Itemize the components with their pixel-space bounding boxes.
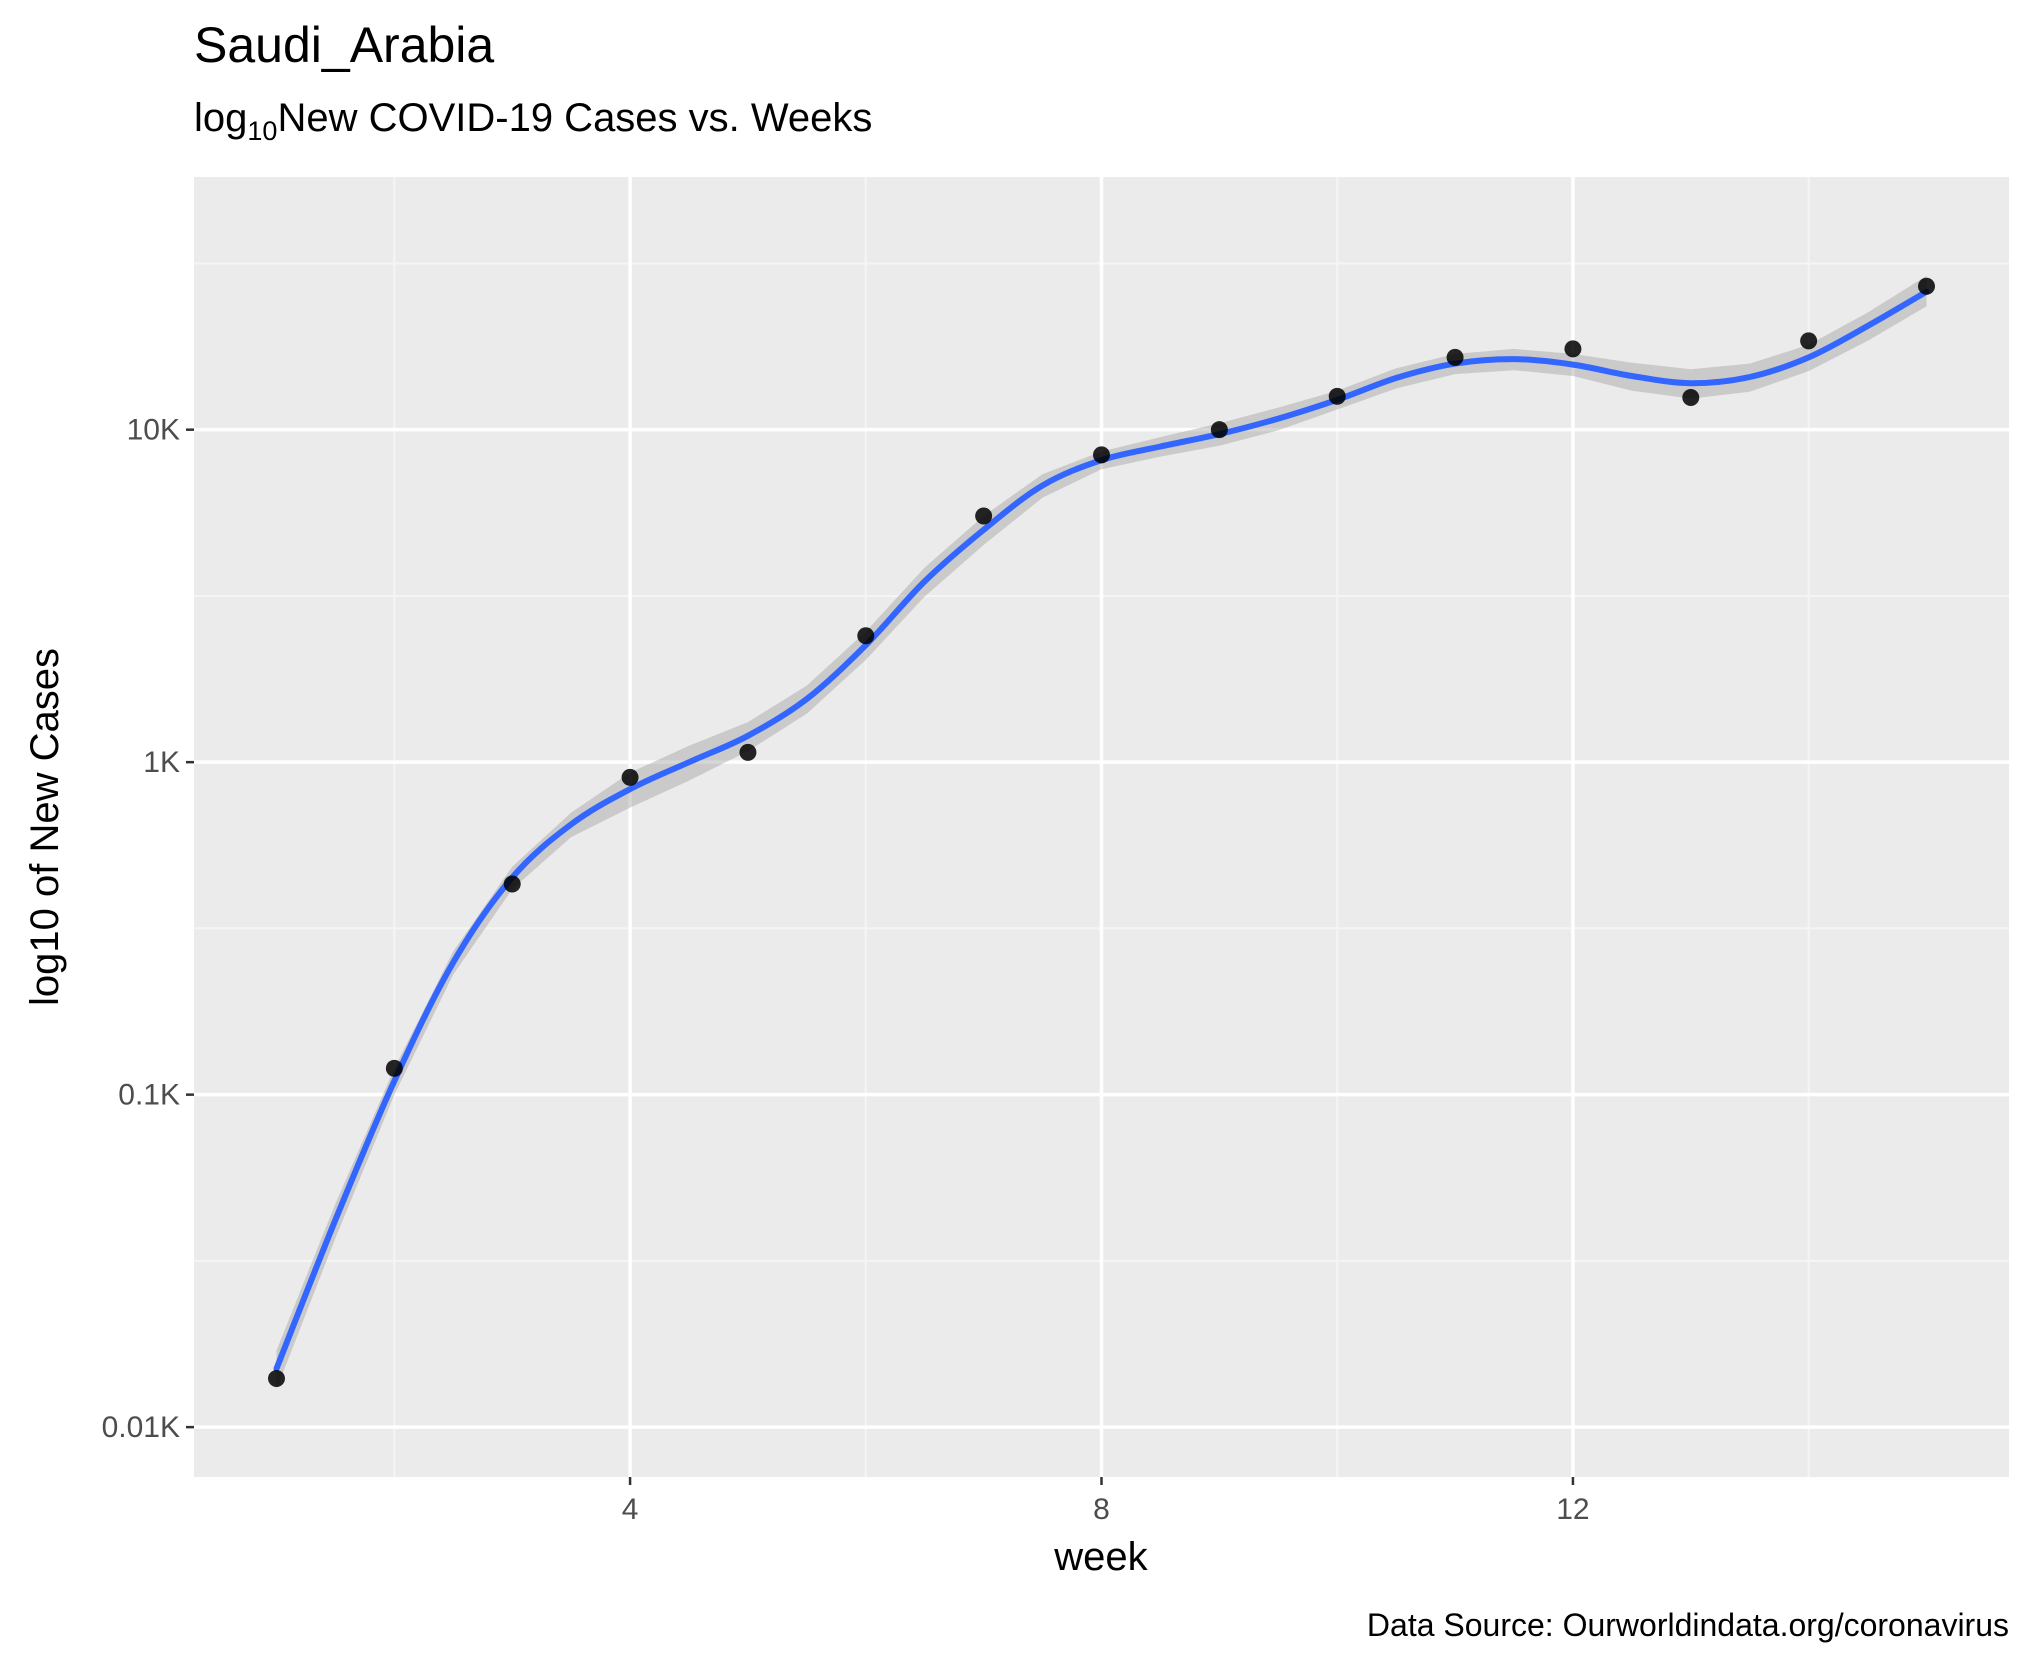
confidence-band-layer [276,275,1927,1390]
y-tick-label: 0.01K [102,1411,180,1444]
axes: 0.01K 0.1K 1K 10K 4 8 12 [102,414,1590,1526]
data-point [268,1370,285,1388]
data-point [975,507,993,525]
data-point [385,1059,403,1077]
data-point [1328,387,1346,405]
data-point [503,875,521,893]
chart-title: Saudi_Arabia [194,17,494,73]
smooth-line-layer [273,288,1930,1372]
data-point [1918,277,1935,295]
chart-subtitle: log10New COVID-19 Cases vs. Weeks [194,96,872,146]
data-point [1093,446,1110,464]
data-point [1682,388,1700,406]
y-tick-label: 10K [127,414,180,447]
y-axis-title: log10 of New Cases [23,648,67,1006]
subtitle-prefix: log [194,96,247,140]
caption: Data Source: Ourworldindata.org/coronavi… [1367,1607,2009,1643]
data-point [621,768,639,786]
data-points [268,277,1935,1388]
x-tick-label: 12 [1556,1493,1589,1526]
data-point [1446,348,1464,366]
data-point [1564,340,1582,358]
subtitle-subscript: 10 [247,116,277,146]
data-point [857,627,875,645]
y-tick-label: 0.1K [118,1079,180,1112]
x-tick-label: 8 [1093,1493,1110,1526]
smooth-line [273,288,1930,1372]
x-tick-label: 4 [622,1493,639,1526]
data-point [1800,332,1818,350]
confidence-band [276,275,1927,1390]
data-point [739,743,757,761]
subtitle-suffix: New COVID-19 Cases vs. Weeks [277,96,872,140]
major-gridlines [194,177,2009,1477]
x-axis-title: week [1053,1535,1148,1579]
data-point [1210,421,1228,439]
y-tick-label: 1K [143,746,180,779]
